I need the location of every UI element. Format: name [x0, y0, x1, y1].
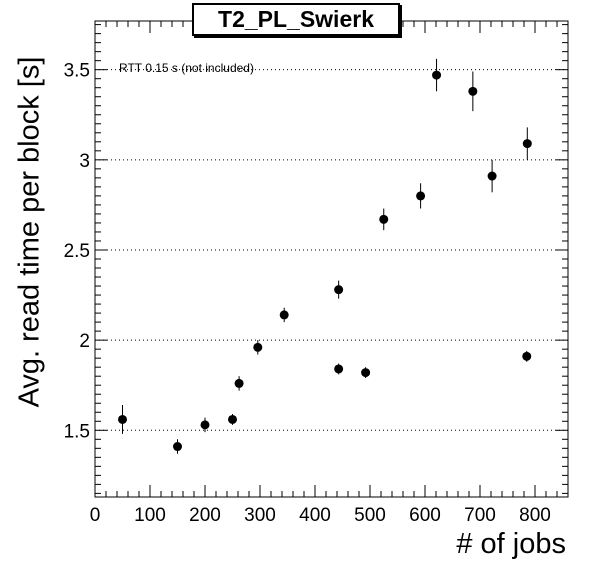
y-tick-label: 1.5	[64, 421, 90, 442]
y-tick-label: 3.5	[64, 61, 90, 82]
grid-lines	[95, 69, 568, 431]
tick-labels: 1.5 2 2.5 3 3.5 0 100 200 300 400 500 600 700 800	[64, 61, 551, 526]
x-tick-label: 600	[409, 505, 441, 526]
y-tick-label: 2.5	[64, 241, 90, 262]
axis-ticks	[94, 21, 568, 497]
data-point	[253, 342, 263, 352]
data-point	[118, 414, 127, 424]
x-tick-label: 100	[134, 505, 166, 526]
data-point	[334, 285, 344, 295]
y-tick-label: 2	[79, 331, 90, 352]
chart-title: T2_PL_Swierk	[192, 3, 400, 36]
x-tick-label: 500	[354, 505, 386, 526]
data-point	[234, 378, 244, 388]
data-point	[200, 420, 210, 430]
data-points	[118, 58, 532, 454]
data-point	[432, 70, 442, 80]
data-point	[279, 310, 289, 320]
x-tick-label: 800	[519, 505, 551, 526]
data-point	[416, 191, 426, 201]
data-point	[173, 442, 182, 452]
x-tick-label: 200	[189, 505, 221, 526]
data-point	[228, 414, 237, 424]
x-axis-title: # of jobs	[456, 528, 566, 560]
data-point	[334, 364, 344, 374]
y-tick-label: 3	[79, 151, 90, 172]
x-tick-label: 700	[464, 505, 496, 526]
data-point	[522, 351, 532, 361]
rtt-annotation: RTT 0.15 s (not included)	[119, 61, 254, 75]
data-point	[468, 86, 478, 96]
x-tick-label: 400	[299, 505, 331, 526]
data-point	[361, 368, 371, 378]
y-axis-title: Avg. read time per block [s]	[13, 56, 46, 408]
x-tick-label: 300	[244, 505, 276, 526]
plot-frame	[94, 20, 569, 498]
x-tick-label: 0	[90, 505, 101, 526]
data-point	[379, 214, 389, 224]
data-point	[487, 171, 497, 181]
data-point	[522, 139, 532, 149]
